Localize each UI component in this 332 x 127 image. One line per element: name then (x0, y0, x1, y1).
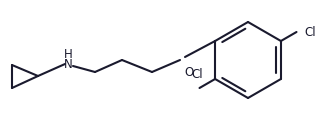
Text: H: H (64, 49, 72, 61)
Text: Cl: Cl (192, 68, 203, 81)
Text: O: O (184, 66, 194, 78)
Text: N: N (64, 58, 72, 70)
Text: Cl: Cl (304, 26, 316, 38)
